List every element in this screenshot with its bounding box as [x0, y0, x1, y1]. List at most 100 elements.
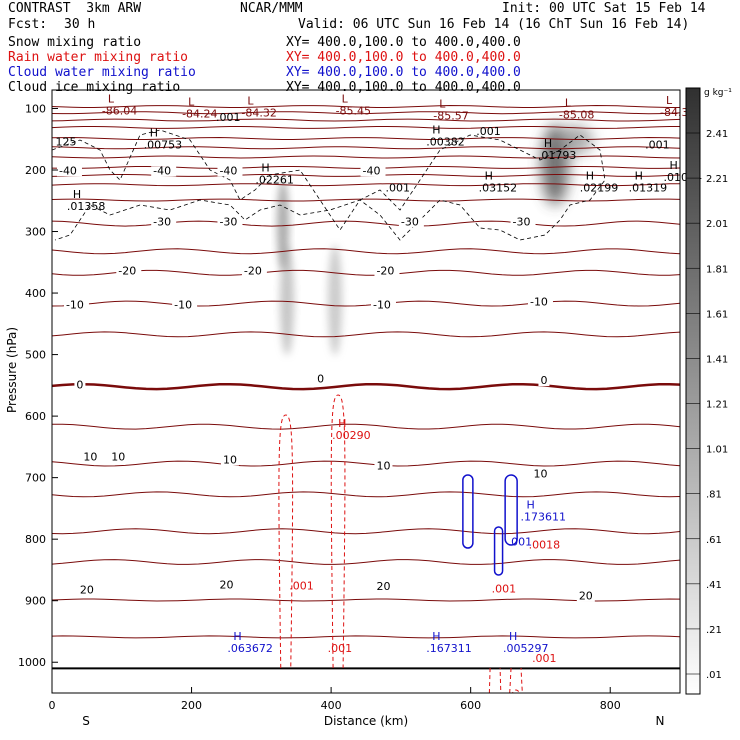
- temperature-label-bg: [116, 266, 142, 277]
- temperature-label: 20: [80, 583, 94, 596]
- temperature-label: -10: [530, 295, 548, 308]
- contour-value-label: .001: [508, 535, 533, 548]
- x-tick-label: 200: [181, 699, 202, 712]
- north-label: N: [656, 714, 665, 728]
- field-xy-rain: XY= 400.0,100.0 to 400.0,400.0: [286, 50, 521, 65]
- snow-plume-2: [280, 245, 294, 355]
- colorbar-tick-label: 1.01: [706, 445, 728, 456]
- y-tick-label: 900: [25, 595, 46, 608]
- extremum-value: .00290: [332, 429, 371, 442]
- contour-layer: [52, 104, 680, 693]
- temperature-label: -30: [219, 215, 237, 228]
- field-label-cloudice: Cloud ice mixing ratio: [8, 80, 181, 95]
- contour-value-label: .001: [216, 111, 241, 124]
- extremum-marker: H: [635, 170, 643, 183]
- y-tick-label: 1000: [18, 656, 46, 669]
- extremum-value: .00382: [426, 135, 465, 148]
- temperature-label-bg: [217, 217, 243, 228]
- temperature-label-bg: [109, 452, 128, 463]
- temperature-contour: [52, 111, 680, 115]
- extremum-marker: H: [670, 159, 678, 172]
- contour-value-label: .001: [532, 652, 557, 665]
- rain-contour: [509, 667, 523, 693]
- extremum-value: .00753: [144, 138, 183, 151]
- temperature-contour: [52, 491, 680, 498]
- extremum-value: .167311: [426, 642, 472, 655]
- extremum-value: -85.45: [336, 105, 371, 118]
- extremum-marker: H: [233, 630, 241, 643]
- colorbar-tick-label: .21: [706, 625, 722, 636]
- colorbar-tick-label: 1.61: [706, 309, 728, 320]
- extremum-value: -85.57: [433, 110, 468, 123]
- temperature-label-bg: [63, 300, 89, 311]
- rain-contour: [278, 414, 294, 669]
- extremum-value: .173611: [520, 511, 566, 524]
- temperature-label-bg: [538, 376, 550, 387]
- temperature-label: 20: [376, 580, 390, 593]
- contour-value-label: .001: [289, 580, 314, 593]
- extremum-marker: L: [565, 96, 572, 109]
- extremum-value: -84.24: [182, 108, 217, 121]
- temperature-label-bg: [151, 166, 177, 177]
- temperature-label: -10: [174, 298, 192, 311]
- temperature-label: 20: [579, 589, 593, 602]
- temperature-label: 10: [223, 453, 237, 466]
- temperature-label: 0: [76, 378, 83, 391]
- extremum-marker: L: [342, 93, 349, 106]
- fcst-label: Fcst:: [8, 17, 48, 32]
- x-tick-label: 0: [49, 699, 56, 712]
- snow-shading: [277, 125, 593, 355]
- temperature-label: -40: [363, 164, 381, 177]
- extremum-value: .063672: [227, 642, 273, 655]
- temperature-label-bg: [217, 166, 243, 177]
- extremum-value: .005297: [503, 642, 549, 655]
- temperature-label-bg: [172, 300, 198, 311]
- extremum-value: .01358: [67, 200, 106, 213]
- temperature-contour: [52, 423, 680, 430]
- temperature-contour: [52, 104, 680, 108]
- colorbar-tick-label: 1.21: [706, 400, 728, 411]
- colorbar: 2.41 2.21 2.01 1.81 1.61 1.41 1.21 1.01 .81 .61 .4…: [685, 87, 732, 695]
- contour-value-label: .001: [645, 138, 670, 151]
- y-tick-label: 600: [25, 410, 46, 423]
- temperature-contour: [52, 300, 680, 307]
- extremum-value: .03152: [479, 182, 517, 195]
- snow-core-top: [557, 125, 593, 155]
- temperature-contour: [52, 248, 680, 255]
- cloud-water-contour: [462, 474, 474, 549]
- temperature-label: 10: [83, 450, 97, 463]
- temperature-contour: [52, 598, 680, 602]
- label-layer: -40 -40 -40 -40 -30 -30 -30 -30 -20 -20 -20 -10 -10 -…: [55, 93, 702, 666]
- temperature-contour: [52, 136, 680, 140]
- temperature-contour: [52, 528, 680, 535]
- temperature-contour: [52, 155, 680, 159]
- extremum-marker: H: [73, 188, 81, 201]
- y-axis-title: Pressure (hPa): [5, 327, 19, 413]
- field-label-snow: Snow mixing ratio: [8, 35, 142, 50]
- rain-contour: [488, 667, 502, 693]
- colorbar-scale: [685, 87, 701, 695]
- temperature-contour: [52, 559, 680, 565]
- temperature-label-bg: [398, 217, 424, 228]
- extremum-value: .02261: [255, 174, 293, 187]
- temperature-label-bg: [220, 455, 239, 466]
- colorbar-tick-label: 2.41: [706, 129, 728, 140]
- extremum-marker: H: [338, 417, 346, 430]
- temperature-label-bg: [527, 297, 553, 308]
- temperature-label: -40: [219, 164, 237, 177]
- extremum-value: -86.04: [102, 105, 137, 118]
- extremum-marker: H: [509, 630, 517, 643]
- plot-frame: [51, 89, 681, 694]
- temperature-label: 10: [111, 450, 125, 463]
- cloud-water-contour: [504, 474, 518, 546]
- temperature-label-bg: [531, 469, 550, 480]
- extremum-marker: L: [666, 94, 673, 107]
- rain-contour: [330, 394, 346, 669]
- extremum-value: .01793: [538, 149, 577, 162]
- x-tick-label: 400: [321, 699, 342, 712]
- temperature-label: 10: [376, 460, 390, 473]
- x-tick-label: 600: [460, 699, 481, 712]
- extremum-marker: H: [150, 126, 158, 139]
- temperature-label-bg: [217, 580, 236, 591]
